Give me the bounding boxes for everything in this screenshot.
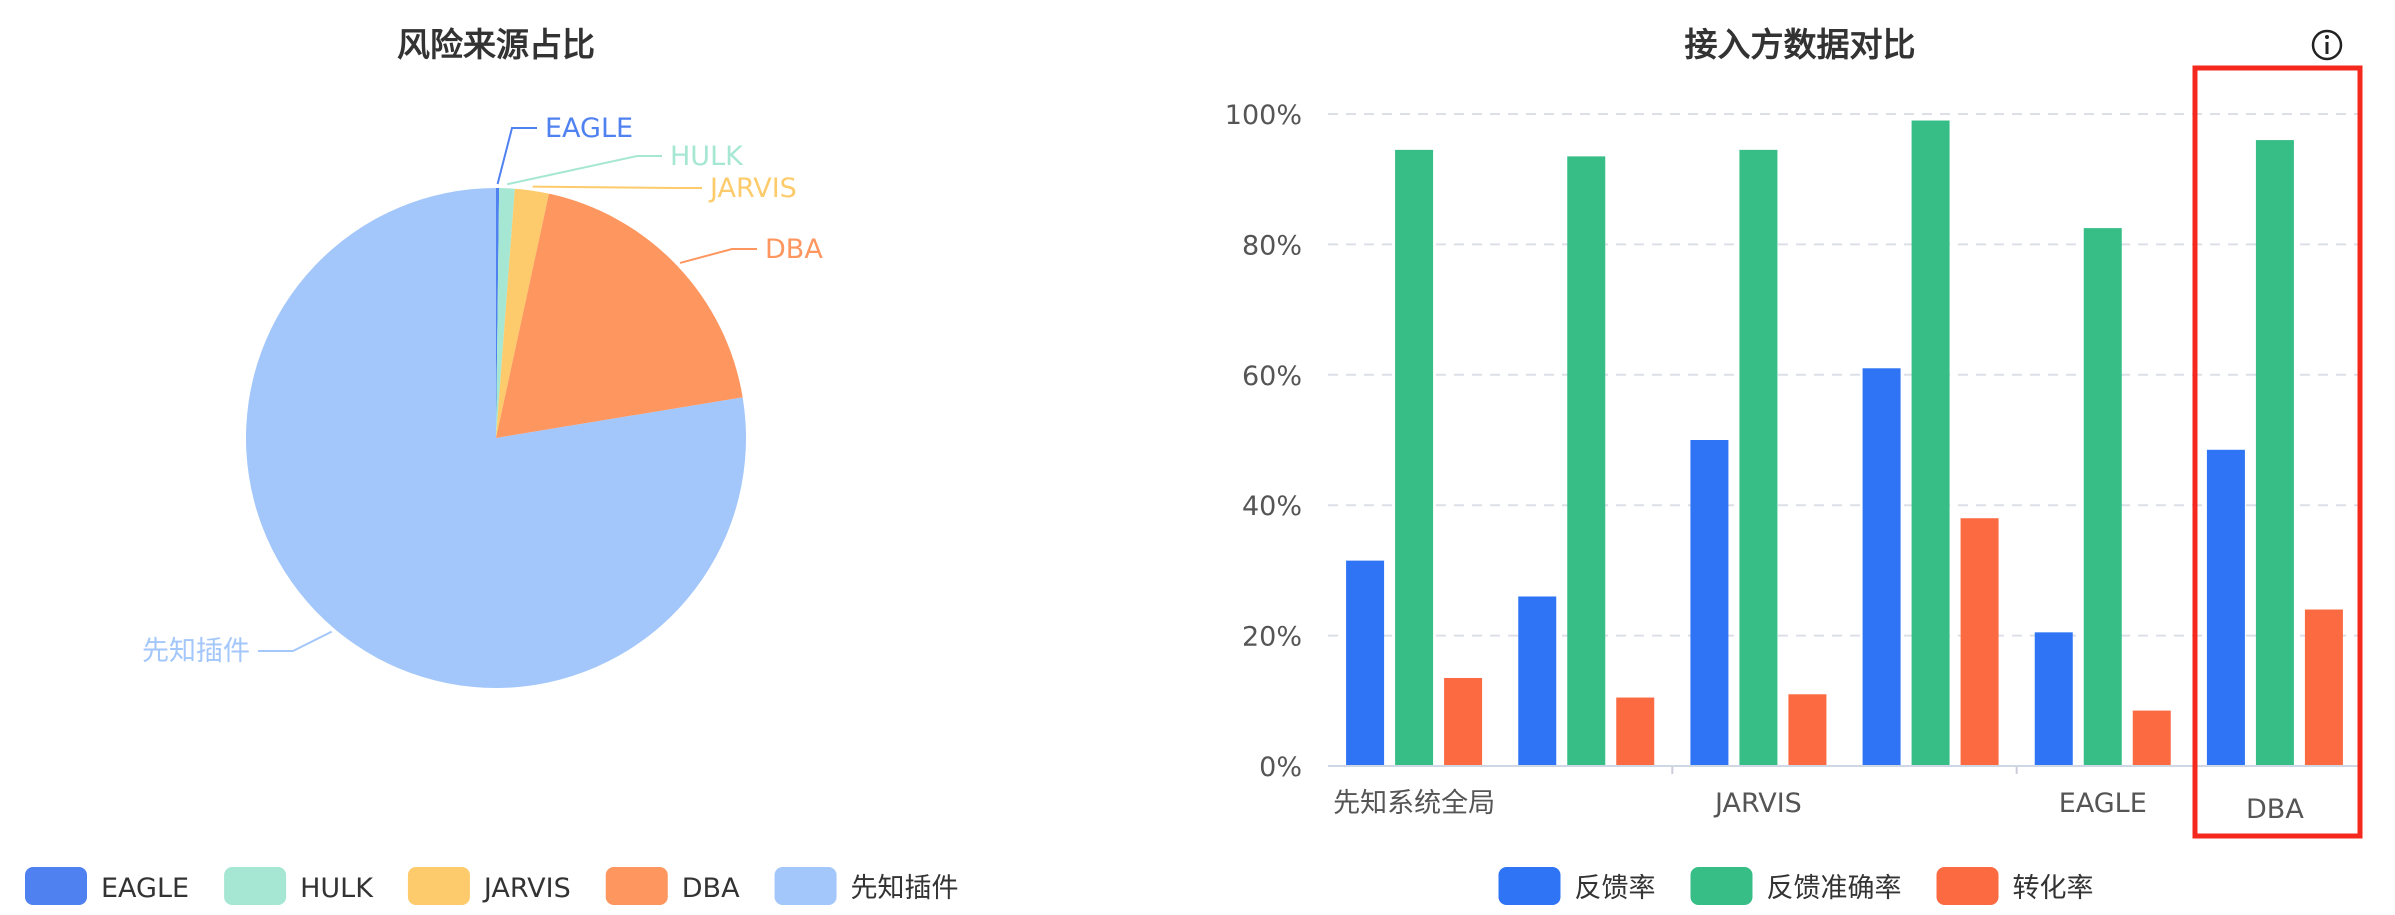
legend-swatch — [774, 867, 837, 905]
legend-item[interactable]: 先知插件 — [774, 867, 959, 905]
bar-1-1[interactable] — [1567, 156, 1606, 766]
pie-label-line — [496, 127, 537, 185]
pie-legend: EAGLE HULK JARVIS DBA 先知插件 — [25, 867, 959, 905]
legend-label: 转化率 — [2013, 873, 2094, 904]
bar-2-5[interactable] — [2304, 609, 2343, 766]
bar-2-3[interactable] — [1960, 518, 1999, 766]
legend-label: JARVIS — [482, 873, 571, 904]
bar-0-1[interactable] — [1518, 596, 1557, 766]
pie-label: EAGLE — [545, 113, 633, 144]
y-tick-label: 20% — [1242, 622, 1302, 653]
bar-2-0[interactable] — [1444, 677, 1483, 766]
pie-slice-1[interactable] — [496, 188, 515, 438]
bar-0-5[interactable] — [2206, 449, 2245, 766]
legend-label: 反馈率 — [1575, 873, 1656, 904]
pie-label-line — [679, 248, 757, 264]
legend-label: 先知插件 — [851, 873, 959, 904]
pie-label: 先知插件 — [142, 636, 250, 667]
bar-2-1[interactable] — [1616, 697, 1655, 766]
pie-label: HULK — [670, 141, 744, 172]
bar-chart: 0% 20% 40% 60% 80% 100% 先知系统全局 JARVIS EAGLE DBA — [1225, 65, 2363, 839]
bar-0-4[interactable] — [2034, 632, 2073, 766]
info-circle-icon[interactable] — [2311, 29, 2343, 61]
legend-item[interactable]: EAGLE — [25, 867, 189, 905]
bar-1-4[interactable] — [2083, 228, 2122, 767]
bar-2-2[interactable] — [1788, 694, 1827, 766]
legend-swatch — [25, 867, 87, 905]
bar-0-0[interactable] — [1346, 560, 1385, 766]
legend-item[interactable]: 转化率 — [1936, 867, 2094, 905]
bar-1-3[interactable] — [1911, 120, 1950, 766]
legend-swatch — [224, 867, 287, 905]
pie-slice-2[interactable] — [496, 188, 550, 438]
pie-label-line — [258, 630, 333, 652]
legend-label: EAGLE — [101, 873, 189, 904]
legend-item[interactable]: JARVIS — [407, 867, 571, 905]
legend-item[interactable]: DBA — [605, 867, 740, 905]
bar-0-3[interactable] — [1862, 368, 1901, 766]
bar-1-0[interactable] — [1395, 149, 1434, 767]
legend-swatch — [1498, 867, 1561, 905]
bar-legend: 反馈率 反馈准确率 转化率 — [1498, 867, 2094, 905]
legend-item[interactable]: 反馈率 — [1498, 867, 1656, 905]
y-tick-label: 0% — [1259, 752, 1302, 783]
pie-title: 风险来源占比 — [397, 25, 595, 64]
legend-swatch — [1690, 867, 1753, 905]
bar-2-4[interactable] — [2132, 710, 2171, 766]
y-tick-label: 60% — [1242, 361, 1302, 392]
x-tick-label: JARVIS — [1713, 788, 1802, 819]
y-tick-label: 40% — [1242, 491, 1302, 522]
legend-swatch — [1936, 867, 1999, 905]
bar-1-2[interactable] — [1739, 149, 1778, 767]
legend-swatch — [605, 867, 668, 905]
x-tick-label: EAGLE — [2059, 788, 2147, 819]
legend-label: HULK — [300, 873, 374, 904]
legend-label: DBA — [682, 873, 740, 904]
legend-label: 反馈准确率 — [1767, 873, 1902, 904]
x-tick-label: 先知系统全局 — [1333, 788, 1495, 819]
pie-label: DBA — [765, 234, 823, 265]
bar-1-5[interactable] — [2255, 140, 2294, 766]
legend-swatch — [407, 867, 470, 905]
pie-slice-3[interactable] — [496, 193, 743, 438]
legend-item[interactable]: HULK — [224, 867, 374, 905]
bar-title: 接入方数据对比 — [1685, 25, 1916, 64]
pie-label-line — [532, 185, 702, 189]
pie-label-line — [506, 155, 662, 186]
highlight-box — [2192, 65, 2363, 839]
pie-slice-4[interactable] — [246, 188, 746, 688]
pie-label: JARVIS — [708, 173, 797, 204]
x-tick-label: DBA — [2246, 794, 2304, 825]
y-tick-label: 80% — [1242, 230, 1302, 261]
y-tick-label: 100% — [1225, 100, 1302, 131]
legend-item[interactable]: 反馈准确率 — [1690, 867, 1902, 905]
pie-slice-0[interactable] — [496, 188, 500, 438]
bar-0-2[interactable] — [1690, 440, 1729, 766]
